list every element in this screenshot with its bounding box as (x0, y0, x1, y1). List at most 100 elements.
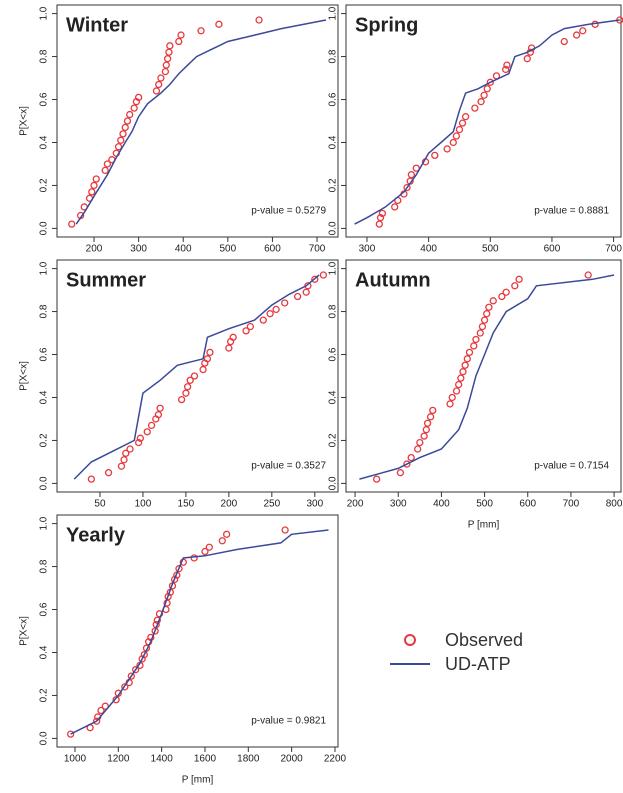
observed-point (242, 327, 250, 335)
observed-point (311, 275, 319, 283)
observed-point (246, 322, 254, 331)
y-tick-label: 0.0 (39, 731, 50, 745)
y-tick-label: 0.6 (39, 347, 50, 361)
observed-point (165, 48, 173, 56)
y-tick-label: 0.2 (39, 433, 50, 447)
observed-point (455, 125, 464, 134)
observed-point (478, 322, 487, 331)
plot-frame (56, 4, 339, 238)
observed-point (485, 303, 493, 311)
observed-point (319, 271, 328, 279)
x-tick-label: 300 (390, 499, 407, 510)
observed-point (101, 166, 109, 175)
observed-point (112, 696, 120, 704)
panel-title: Autumn (355, 269, 431, 291)
observed-point (90, 181, 98, 190)
observed-point (190, 372, 199, 380)
x-tick-label: 600 (544, 244, 561, 255)
legend-marker (404, 634, 416, 646)
observed-point (579, 27, 587, 35)
observed-point (414, 445, 422, 453)
x-tick-label: 400 (175, 244, 192, 255)
y-tick-label: 1.0 (328, 261, 339, 275)
x-tick-label: 200 (221, 499, 238, 510)
observed-point (183, 383, 192, 391)
observed-point (134, 93, 143, 102)
observed-point (126, 110, 134, 119)
observed-point (117, 462, 126, 470)
y-tick-label: 0.6 (328, 347, 339, 361)
x-tick-label: 700 (563, 499, 580, 510)
observed-point (463, 355, 471, 363)
x-tick-label: 2000 (281, 754, 304, 765)
x-tick-label: 1200 (107, 754, 130, 765)
y-tick-label: 1.0 (39, 261, 50, 275)
y-tick-label: 0.2 (39, 688, 50, 702)
observed-point (161, 67, 170, 76)
y-tick-label: 1.0 (39, 516, 50, 530)
observed-point (197, 27, 205, 35)
y-tick-label: 0.0 (39, 476, 50, 490)
y-tick-label: 0.0 (328, 476, 339, 490)
cdf-line (73, 274, 320, 480)
observed-point (92, 175, 100, 183)
y-tick-label: 0.2 (328, 433, 339, 447)
legend-label: Observed (445, 630, 523, 650)
y-axis-label: P[X<x] (19, 361, 30, 391)
x-tick-label: 250 (263, 499, 280, 510)
observed-point (376, 214, 385, 222)
plot-frame (56, 259, 339, 493)
observed-point (87, 475, 96, 483)
x-tick-label: 150 (178, 499, 195, 510)
observed-point (201, 547, 209, 556)
observed-point (483, 310, 491, 318)
observed-point (471, 104, 479, 112)
observed-point (503, 61, 511, 69)
y-tick-label: 0.6 (39, 602, 50, 616)
observed-point (458, 119, 467, 127)
observed-point (199, 365, 207, 374)
x-tick-label: 500 (219, 244, 236, 255)
observed-point (157, 74, 165, 82)
observed-point (190, 554, 198, 562)
observed-point (177, 395, 186, 404)
cdf-line (354, 19, 620, 225)
observed-point (375, 220, 383, 228)
observed-point (446, 400, 454, 408)
observed-point (407, 453, 415, 462)
observed-point (92, 717, 101, 725)
observed-point (443, 145, 451, 153)
observed-point (572, 31, 581, 39)
y-tick-label: 0.2 (328, 178, 339, 192)
observed-point (416, 438, 424, 447)
x-tick-label: 600 (264, 244, 281, 255)
legend-label: UD-ATP (445, 654, 511, 674)
observed-point (205, 543, 213, 551)
observed-point (162, 61, 170, 69)
y-tick-label: 0.4 (39, 135, 50, 149)
p-value: p-value = 0.7154 (534, 461, 609, 472)
observed-point (175, 565, 183, 573)
cdf-line (359, 274, 615, 480)
y-tick-label: 0.0 (39, 221, 50, 235)
observed-point (480, 91, 488, 99)
observed-point (156, 404, 164, 412)
p-value: p-value = 0.3527 (251, 461, 326, 472)
x-tick-label: 1000 (64, 754, 87, 765)
observed-point (470, 342, 478, 350)
x-tick-label: 50 (94, 499, 106, 510)
observed-point (117, 136, 125, 144)
observed-point (281, 526, 289, 534)
x-tick-label: 1600 (194, 754, 217, 765)
cdf-line (70, 529, 329, 735)
y-tick-label: 0.8 (39, 304, 50, 318)
observed-point (177, 31, 185, 39)
observed-point (459, 368, 467, 376)
x-tick-label: 300 (130, 244, 147, 255)
observed-point (123, 117, 132, 125)
observed-point (114, 143, 123, 151)
observed-point (259, 316, 267, 324)
p-value: p-value = 0.8881 (534, 206, 609, 217)
x-tick-label: 700 (309, 244, 326, 255)
